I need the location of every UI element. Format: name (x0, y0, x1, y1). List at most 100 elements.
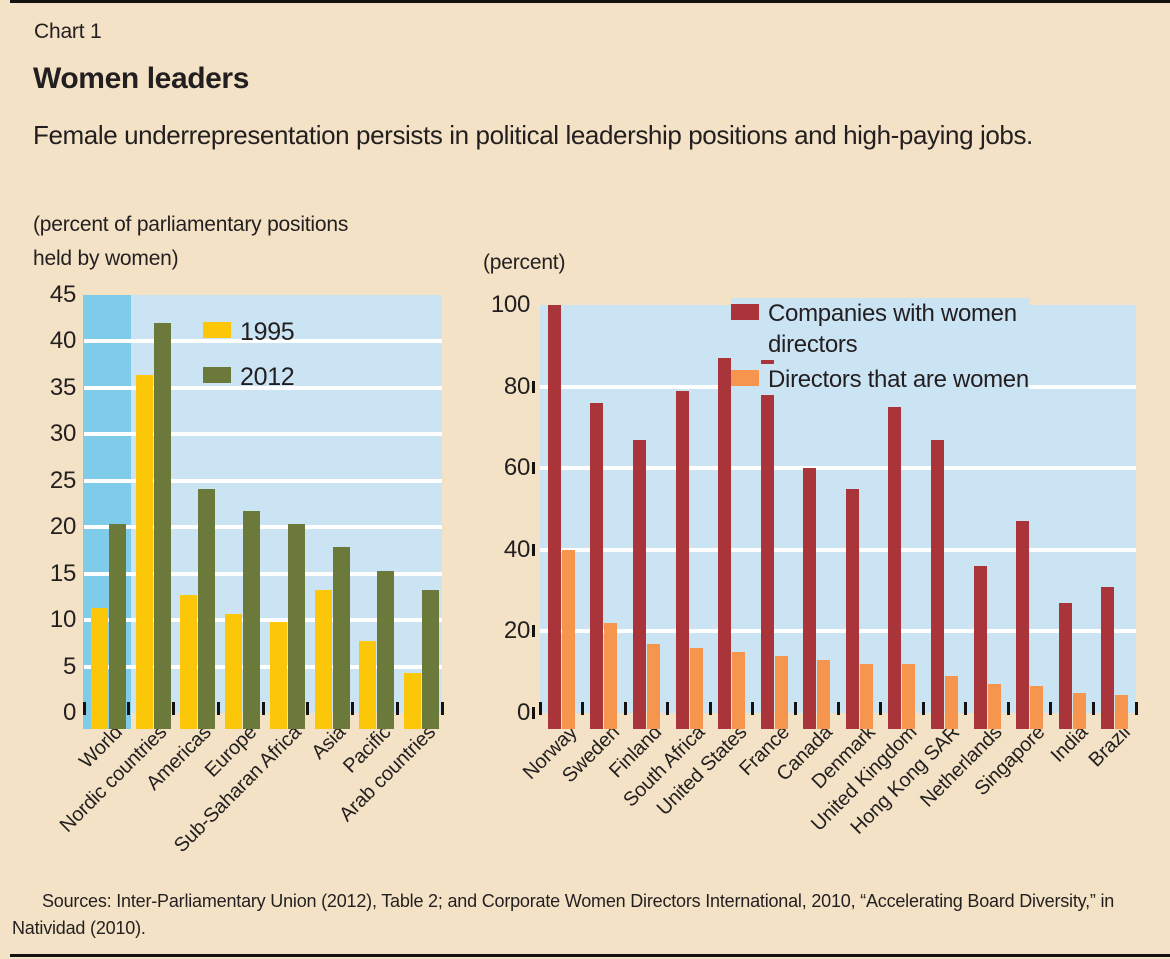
gridline (84, 664, 442, 669)
y-axis-label: 5 (62, 652, 76, 680)
bar-directors-that-are-women (1072, 692, 1086, 729)
bar-1995 (404, 673, 422, 729)
legend-label: 2012 (240, 363, 295, 391)
bar-2012 (153, 322, 171, 729)
bar-1995 (180, 595, 198, 729)
bar-directors-that-are-women (902, 664, 916, 729)
y-axis-label: 100 (490, 291, 530, 318)
bar-directors-that-are-women (774, 655, 788, 729)
bar-directors-that-are-women (604, 623, 618, 729)
x-axis-tick (836, 702, 840, 715)
bar-2012 (198, 489, 216, 729)
x-axis-tick (127, 702, 131, 715)
x-axis-tick (751, 702, 755, 715)
y-axis-label: 40 (49, 327, 76, 355)
source-note: Sources: Inter-Parliamentary Union (2012… (12, 891, 1115, 938)
bar-companies-with-women-directors (1101, 586, 1115, 729)
bar-directors-that-are-women (817, 659, 831, 729)
bar-companies-with-women-directors (845, 488, 859, 729)
bar-2012 (422, 590, 440, 729)
category-label: Brazil (1084, 721, 1135, 772)
gridline (84, 571, 442, 576)
legend-item: Companies with women directors (731, 298, 1030, 361)
bar-directors-that-are-women (561, 549, 575, 729)
gridline (84, 525, 442, 530)
x-axis-tick (793, 702, 797, 715)
y-axis-label: 20 (503, 617, 530, 645)
gridline (84, 478, 442, 483)
bar-directors-that-are-women (732, 651, 746, 729)
bar-companies-with-women-directors (803, 468, 817, 729)
legend-label: Companies with women directors (768, 300, 1017, 359)
y-axis-label: 10 (49, 606, 76, 634)
bar-directors-that-are-women (859, 664, 873, 729)
plot-area: World Nordic countries Americas Europe Sub-S… (56, 295, 444, 857)
x-axis-tick (261, 702, 265, 715)
y-axis-tick (532, 707, 535, 719)
y-axis-label: 40 (503, 535, 530, 563)
y-axis-label: 30 (49, 420, 76, 448)
top-rule (10, 0, 1170, 3)
bar-1995 (314, 590, 332, 729)
y-axis-tick (532, 543, 535, 556)
gridline (84, 432, 442, 437)
bar-companies-with-women-directors (1058, 602, 1072, 729)
bar-directors-that-are-women (646, 643, 660, 729)
bar-1995 (359, 641, 377, 729)
y-axis-label: 35 (49, 373, 76, 401)
legend-swatch (203, 322, 231, 338)
y-axis-label: 60 (503, 454, 530, 482)
x-axis-tick (306, 702, 310, 715)
x-axis-tick (964, 702, 968, 715)
x-axis-tick (216, 702, 220, 715)
x-axis-tick (581, 702, 585, 715)
bar-1995 (225, 613, 243, 729)
bar-2012 (332, 546, 350, 729)
x-axis-tick (879, 702, 883, 715)
gridline (540, 547, 1136, 552)
y-axis-tick (532, 462, 535, 475)
chart-title: Women leaders (33, 62, 249, 95)
x-axis-tick (82, 702, 86, 715)
legend-swatch (731, 304, 759, 320)
bar-directors-that-are-women (689, 647, 703, 729)
legend-item: 1995 (203, 316, 295, 349)
gridline (540, 466, 1136, 471)
chart-subtitle: Female underrepresentation persists in p… (33, 120, 1033, 150)
bar-1995 (90, 608, 108, 729)
bottom-rule (10, 954, 1170, 957)
bar-companies-with-women-directors (632, 439, 646, 729)
bar-companies-with-women-directors (930, 439, 944, 729)
x-axis-tick (1049, 702, 1053, 715)
bar-1995 (269, 621, 287, 729)
bar-directors-that-are-women (987, 684, 1001, 729)
x-axis-tick (538, 702, 542, 715)
x-axis-tick (1134, 702, 1138, 715)
y-axis-label: 0 (62, 699, 76, 726)
x-axis-tick (172, 702, 175, 715)
x-axis-tick (666, 702, 670, 715)
y-axis-tick (532, 380, 535, 393)
bar-companies-with-women-directors (590, 402, 604, 729)
bar-companies-with-women-directors (888, 407, 902, 729)
x-axis-tick (708, 702, 712, 715)
bar-directors-that-are-women (1030, 686, 1044, 729)
gridline (84, 339, 442, 344)
bar-companies-with-women-directors (1016, 521, 1030, 729)
y-axis-label: 25 (49, 466, 76, 494)
chart-number: Chart 1 (34, 20, 102, 43)
legend-swatch (731, 370, 759, 386)
bar-2012 (287, 523, 305, 729)
bar-2012 (108, 524, 126, 729)
bar-companies-with-women-directors (547, 305, 561, 729)
right-axis-caption: (percent) (483, 251, 566, 274)
gridline (540, 629, 1136, 634)
left-axis-caption: (percent of parliamentary positions held… (33, 213, 349, 270)
bar-directors-that-are-women (944, 676, 958, 729)
bar-companies-with-women-directors (760, 337, 774, 729)
y-axis-label: 20 (49, 513, 76, 541)
gridline (84, 618, 442, 623)
